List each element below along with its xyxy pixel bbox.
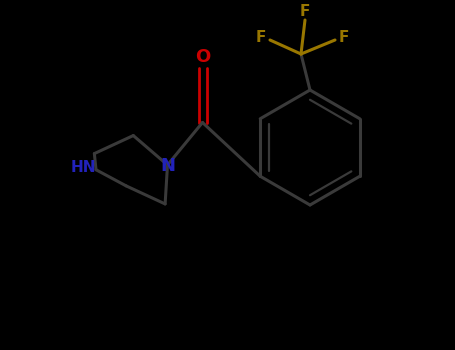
Text: F: F	[300, 4, 310, 19]
Text: F: F	[339, 30, 349, 45]
Text: F: F	[256, 30, 266, 45]
Text: HN: HN	[71, 160, 96, 175]
Text: O: O	[195, 48, 210, 65]
Text: N: N	[160, 157, 175, 175]
